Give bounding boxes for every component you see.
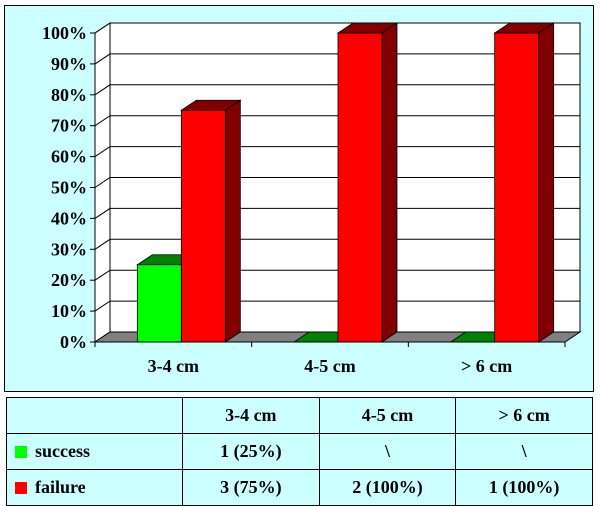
table-header-cell: 4-5 cm (318, 397, 457, 434)
table-cell: \ (318, 433, 457, 470)
table-cell: 3 (75%) (182, 469, 320, 506)
gridline (94, 177, 580, 188)
failure-bar (494, 32, 540, 343)
series-label-failure: failure (6, 469, 183, 506)
y-tick-label: 90% (51, 54, 87, 74)
table-cell: 1 (25%) (182, 433, 320, 470)
failure-swatch-icon (15, 482, 27, 494)
y-tick-label: 20% (51, 270, 87, 290)
table-header-cell: 3-4 cm (182, 397, 320, 434)
table-cell: 2 (100%) (318, 469, 457, 506)
table-cell: 1 (100%) (455, 469, 593, 506)
x-tick-label: 3-4 cm (148, 356, 199, 376)
y-tick-label: 30% (51, 239, 87, 259)
data-table: 3-4 cm 4-5 cm > 6 cm success 1 (25%) \ \… (6, 397, 593, 506)
gridline (94, 207, 580, 219)
gridline (94, 22, 580, 34)
x-tick-label: 4-5 cm (304, 356, 355, 376)
failure-bar (180, 109, 226, 343)
y-tick-label: 50% (51, 178, 87, 198)
table-corner-cell (6, 397, 183, 434)
table-row: failure 3 (75%) 2 (100%) 1 (100%) (6, 469, 593, 506)
table-header-row: 3-4 cm 4-5 cm > 6 cm (6, 397, 593, 434)
gridline (94, 53, 580, 65)
y-tick-label: 60% (51, 147, 87, 167)
failure-bar (337, 32, 383, 343)
y-tick-label: 70% (51, 116, 87, 136)
chart-panel: 0% 10% 20% 30% 40% 50% 60% 70% 80% 90% 100% 3-4 cm 4… (4, 5, 594, 392)
y-tick-label: 10% (51, 301, 87, 321)
gridline (94, 84, 580, 96)
y-tick-label: 100% (42, 23, 87, 43)
success-bar (136, 264, 182, 343)
gridline (94, 146, 580, 158)
failure-bar-side (381, 22, 398, 343)
failure-bar-side (538, 22, 555, 343)
table-row: success 1 (25%) \ \ (6, 433, 593, 470)
series-name: failure (35, 477, 86, 497)
success-swatch-icon (15, 446, 27, 458)
gridline (94, 269, 580, 281)
table-header-cell: > 6 cm (455, 397, 593, 434)
series-name: success (35, 441, 90, 461)
failure-bar-side (224, 99, 241, 343)
gridline (94, 300, 580, 312)
gridline (94, 238, 580, 250)
gridline (94, 115, 580, 127)
x-tick-label: > 6 cm (461, 356, 512, 376)
series-label-success: success (6, 433, 183, 470)
table-cell: \ (455, 433, 593, 470)
bar-chart: 0% 10% 20% 30% 40% 50% 60% 70% 80% 90% 100% 3-4 cm 4… (42, 22, 582, 376)
y-tick-label: 40% (51, 208, 87, 228)
y-tick-label: 80% (51, 85, 87, 105)
y-tick-label: 0% (60, 332, 87, 352)
